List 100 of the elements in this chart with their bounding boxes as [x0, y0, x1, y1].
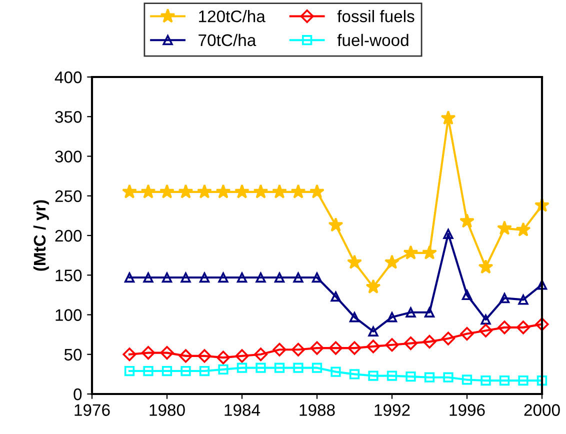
point	[309, 184, 325, 198]
point	[440, 110, 456, 125]
x-tick-label: 1992	[374, 404, 410, 416]
point	[124, 366, 135, 376]
point	[516, 320, 530, 334]
y-tick-label: 250	[55, 190, 82, 202]
legend-label: 120tC/ha	[199, 10, 266, 22]
point	[291, 342, 306, 356]
point	[124, 272, 135, 283]
point	[310, 341, 324, 355]
y-tick-label: 50	[64, 348, 82, 361]
y-tick-label: 400	[54, 71, 82, 84]
x-tick-label: 1980	[150, 404, 185, 416]
point	[386, 312, 398, 322]
point	[293, 272, 304, 283]
point	[404, 336, 418, 350]
point	[406, 371, 416, 382]
point	[196, 184, 212, 198]
point	[216, 350, 230, 364]
y-tick-label: 200	[55, 230, 82, 242]
point	[178, 184, 194, 198]
point	[274, 362, 285, 373]
point	[460, 326, 474, 341]
y-tick-label: 350	[55, 111, 82, 123]
point	[162, 272, 172, 283]
point	[462, 374, 472, 385]
point	[256, 362, 266, 373]
point	[178, 349, 193, 363]
point	[348, 341, 362, 355]
point	[478, 259, 494, 274]
point	[218, 272, 228, 283]
legend-label: 70tC/ha	[198, 34, 256, 46]
point	[499, 375, 510, 386]
point	[498, 320, 512, 334]
point	[424, 372, 435, 382]
x-tick-label: 1988	[300, 404, 335, 416]
point	[443, 372, 454, 382]
point	[480, 375, 491, 386]
point	[290, 184, 306, 198]
point	[143, 272, 154, 283]
point	[384, 254, 400, 269]
point	[199, 366, 210, 376]
point	[162, 366, 172, 376]
point	[403, 245, 418, 260]
point	[368, 326, 378, 336]
point	[272, 342, 286, 356]
point	[312, 272, 322, 283]
point	[516, 222, 531, 236]
point	[480, 314, 491, 325]
point	[349, 312, 360, 322]
point	[236, 362, 248, 373]
point	[328, 341, 343, 355]
point	[272, 184, 288, 198]
point	[368, 370, 378, 381]
point	[312, 362, 322, 373]
point	[141, 346, 156, 360]
legend-label: fossil fuels	[337, 10, 414, 22]
point	[422, 334, 436, 348]
point	[235, 349, 249, 363]
point	[499, 293, 510, 304]
point	[160, 346, 174, 360]
point	[293, 362, 304, 373]
point	[346, 254, 362, 269]
point	[330, 366, 341, 377]
x-tick-label: 1984	[224, 404, 260, 416]
point	[198, 349, 212, 363]
point	[236, 272, 248, 283]
point	[254, 348, 268, 362]
point	[180, 366, 191, 376]
point	[328, 217, 344, 232]
point	[424, 307, 435, 318]
point	[159, 184, 175, 198]
point	[535, 317, 549, 332]
point	[253, 184, 268, 198]
point	[462, 290, 472, 300]
x-tick-label: 2000	[524, 404, 560, 416]
point	[386, 370, 398, 381]
point	[199, 272, 210, 283]
point	[422, 245, 438, 260]
point	[180, 272, 191, 283]
point	[366, 340, 380, 354]
point	[536, 375, 548, 386]
point	[140, 184, 156, 198]
point	[536, 280, 548, 290]
point	[496, 220, 512, 235]
x-tick-label: 1996	[450, 404, 485, 416]
point	[406, 307, 416, 318]
point	[330, 291, 341, 302]
point	[218, 364, 228, 375]
point	[385, 338, 399, 352]
point	[216, 184, 231, 198]
legend-label: fuel-wood	[337, 34, 408, 46]
point	[478, 324, 493, 338]
point	[441, 332, 456, 346]
point	[366, 279, 381, 294]
y-tick-label: 150	[56, 270, 82, 282]
y-tick-label: 300	[55, 150, 82, 162]
point	[256, 272, 266, 283]
point	[443, 228, 454, 239]
point	[518, 375, 528, 386]
